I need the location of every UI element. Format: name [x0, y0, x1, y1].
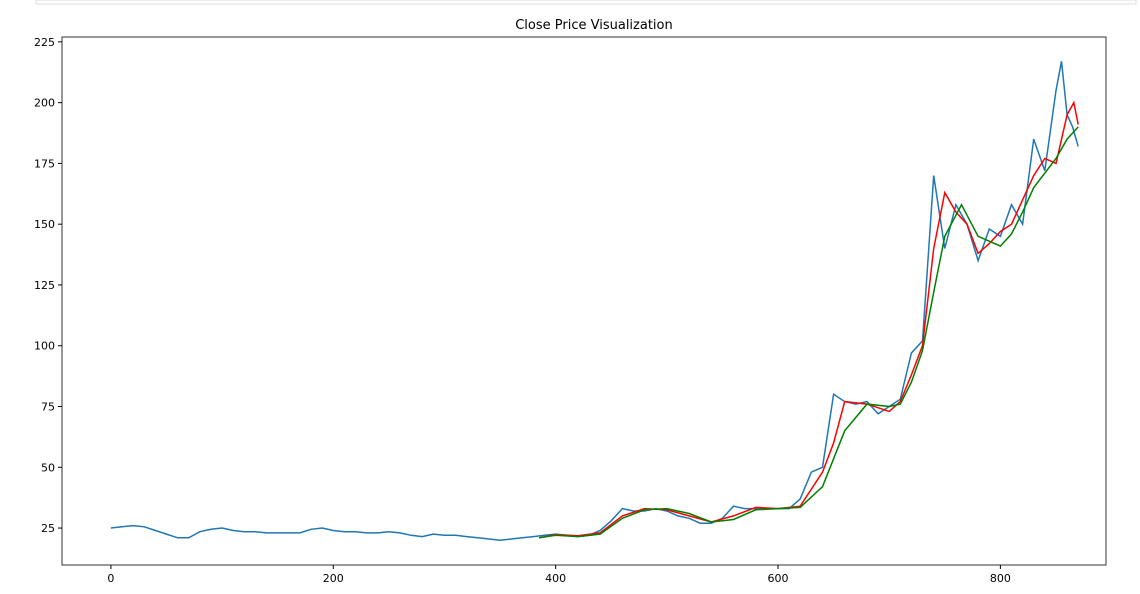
y-tick-label: 175 [34, 157, 55, 170]
y-tick-label: 50 [41, 461, 55, 474]
y-tick-label: 100 [34, 340, 55, 353]
y-tick-label: 25 [41, 522, 55, 535]
y-tick-label: 125 [34, 279, 55, 292]
line [538, 100, 1079, 539]
chart-title: Close Price Visualization [515, 18, 673, 33]
x-tick-label: 800 [990, 572, 1011, 585]
y-tick-label: 225 [34, 36, 55, 49]
x-tick-label: 200 [323, 572, 344, 585]
line [538, 126, 1079, 539]
x-tick-label: 400 [545, 572, 566, 585]
line [110, 61, 1079, 541]
y-tick-label: 200 [34, 97, 55, 110]
y-tick-label: 150 [34, 218, 55, 231]
y-tick-label: 75 [41, 401, 55, 414]
x-tick-label: 600 [768, 572, 789, 585]
x-tick-label: 0 [107, 572, 114, 585]
plot-frame [61, 36, 1107, 566]
cell-border [35, 0, 1137, 5]
